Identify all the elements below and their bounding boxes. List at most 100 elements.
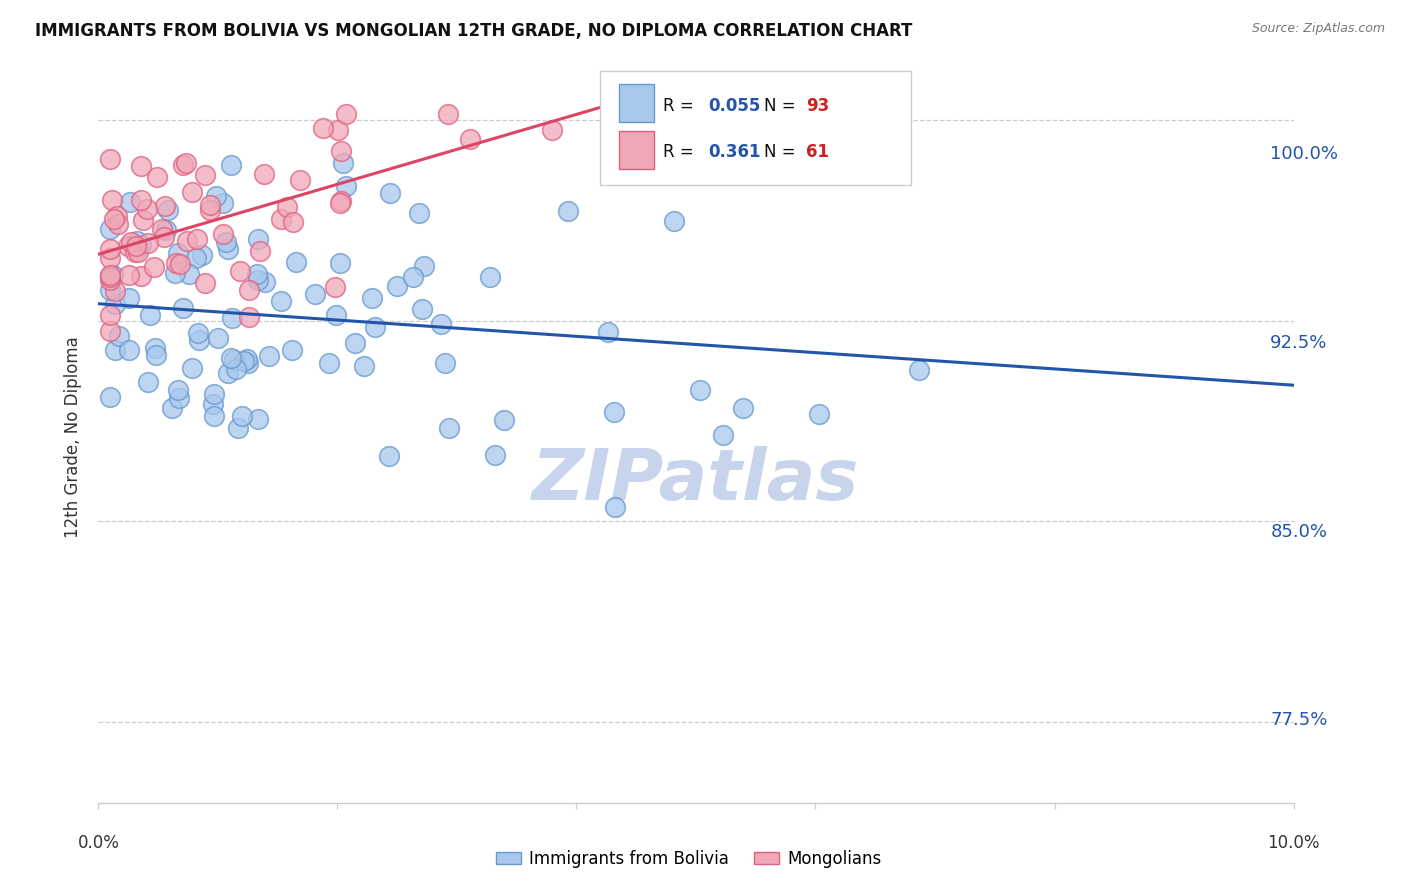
Point xyxy=(713,399,735,413)
Point xyxy=(176,292,198,306)
Point xyxy=(200,264,222,278)
Point xyxy=(484,434,506,449)
Text: 10.0%: 10.0% xyxy=(1267,834,1320,852)
Point xyxy=(228,230,250,244)
Text: 0.0%: 0.0% xyxy=(77,834,120,852)
Point xyxy=(503,163,526,178)
Point xyxy=(194,260,217,274)
Text: Source: ZipAtlas.com: Source: ZipAtlas.com xyxy=(1251,22,1385,36)
Point xyxy=(225,227,247,241)
Point xyxy=(370,153,392,168)
Point xyxy=(204,188,226,202)
Text: R =: R = xyxy=(690,174,725,192)
Point xyxy=(250,379,273,393)
Point xyxy=(290,380,312,394)
Point xyxy=(204,221,226,235)
Point xyxy=(235,279,257,293)
Point xyxy=(534,427,557,442)
Point xyxy=(247,291,270,305)
Point xyxy=(484,140,506,154)
Point xyxy=(481,374,503,388)
Point xyxy=(361,309,384,323)
Point xyxy=(278,252,301,267)
Point xyxy=(477,337,499,351)
Point xyxy=(315,196,337,211)
Text: ZIPatlas: ZIPatlas xyxy=(557,458,884,526)
Point xyxy=(176,305,198,319)
Point xyxy=(302,305,325,319)
Point xyxy=(636,420,658,434)
Point xyxy=(201,269,224,284)
Point xyxy=(451,293,474,308)
Point xyxy=(430,461,453,475)
Point xyxy=(238,399,260,413)
Point xyxy=(309,290,332,304)
Point xyxy=(262,298,284,312)
Point xyxy=(256,346,278,360)
Point xyxy=(246,259,269,273)
Point xyxy=(218,199,240,213)
Point xyxy=(413,312,436,326)
Point xyxy=(374,374,396,388)
Point xyxy=(256,352,278,367)
Point xyxy=(437,301,460,316)
Point xyxy=(689,240,711,254)
Point xyxy=(176,276,198,290)
Point xyxy=(297,372,319,386)
Point xyxy=(269,413,291,427)
Point xyxy=(344,279,367,293)
Text: 0.361: 0.361 xyxy=(731,174,785,192)
Point xyxy=(180,306,202,320)
Text: N =: N = xyxy=(783,174,820,192)
Point xyxy=(823,421,845,435)
Point xyxy=(254,258,277,272)
Point xyxy=(416,340,439,354)
Point xyxy=(342,242,364,256)
Point xyxy=(430,214,453,228)
Point xyxy=(285,369,308,384)
Point xyxy=(294,287,316,301)
Point xyxy=(274,350,297,364)
Point xyxy=(176,182,198,196)
Point xyxy=(288,371,311,385)
Point xyxy=(316,298,339,312)
Point xyxy=(461,283,484,297)
Point xyxy=(349,202,371,216)
Point xyxy=(191,264,214,278)
Text: R =: R = xyxy=(690,131,725,149)
Point xyxy=(242,187,264,202)
Point xyxy=(389,140,412,154)
Point xyxy=(200,260,222,274)
Point xyxy=(226,249,249,263)
FancyBboxPatch shape xyxy=(651,119,682,154)
Point xyxy=(734,441,756,455)
Point xyxy=(387,221,409,235)
Point xyxy=(217,359,239,374)
Point xyxy=(309,257,332,271)
Point xyxy=(204,292,226,306)
Point xyxy=(239,281,262,295)
Point xyxy=(309,295,332,310)
Point xyxy=(389,208,412,222)
Point xyxy=(628,344,651,359)
Point xyxy=(266,230,288,244)
Point xyxy=(385,223,408,237)
Point xyxy=(239,407,262,421)
Point xyxy=(273,217,295,231)
Point xyxy=(217,366,239,380)
Point xyxy=(176,296,198,310)
Y-axis label: 12th Grade, No Diploma: 12th Grade, No Diploma xyxy=(65,350,83,551)
Point xyxy=(460,323,482,337)
Point xyxy=(330,238,353,252)
Point xyxy=(193,362,215,376)
Point xyxy=(180,361,202,376)
Point xyxy=(176,248,198,262)
Point xyxy=(235,289,257,303)
Point xyxy=(406,377,429,392)
Point xyxy=(578,155,600,169)
Point xyxy=(176,406,198,420)
Point xyxy=(208,229,231,244)
Point xyxy=(385,280,408,294)
Point xyxy=(222,248,245,262)
Point xyxy=(204,263,226,277)
